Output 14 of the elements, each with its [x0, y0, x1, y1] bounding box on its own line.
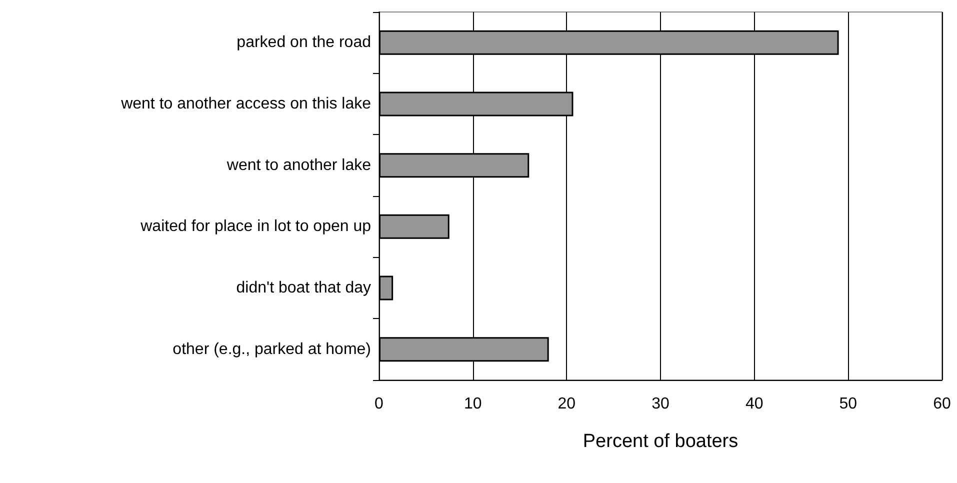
y-tick-label: parked on the road: [236, 34, 371, 52]
y-tick-label: waited for place in lot to open up: [140, 218, 372, 236]
x-tick-label: 30: [652, 396, 670, 412]
y-tick-label: didn't boat that day: [236, 280, 371, 296]
y-tick-label: went to another access on this lake: [120, 96, 372, 112]
x-tick-label: 20: [558, 396, 576, 412]
x-tick-label: 40: [745, 396, 764, 412]
y-tick-label: other (e.g., parked at home): [172, 340, 371, 358]
x-tick-label: 50: [839, 396, 858, 412]
x-tick-label: 10: [464, 396, 482, 412]
x-tick-label: 60: [933, 396, 951, 412]
y-tick-label: went to another lake: [226, 156, 372, 174]
x-axis-title: Percent of boaters: [582, 431, 738, 452]
x-tick-label: 0: [374, 396, 384, 412]
